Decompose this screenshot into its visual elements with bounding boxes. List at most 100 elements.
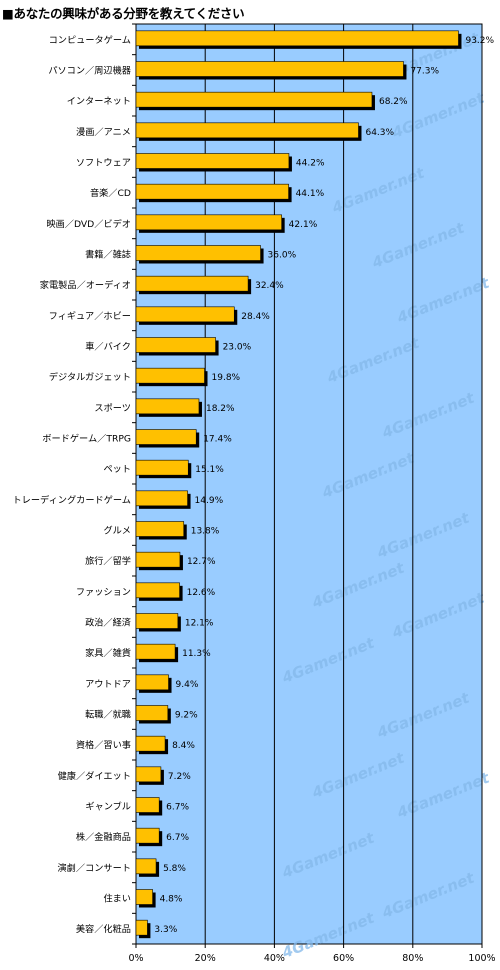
bar [135,705,169,721]
value-label: 19.8% [212,373,241,383]
value-label: 6.7% [166,833,189,843]
bar [135,674,169,691]
category-label: アウトドア [85,679,131,690]
category-label: ギャンブル [85,801,131,813]
value-label: 93.2% [465,36,494,46]
bar [135,337,216,353]
x-tick-label: 100% [468,953,495,964]
category-label: 美容／化粧品 [76,923,131,935]
bar [135,153,290,169]
bar [135,582,180,599]
category-label: 映画／DVD／ビデオ [46,218,131,230]
value-label: 6.7% [166,803,189,813]
bar [135,613,179,629]
value-label: 12.1% [185,619,214,629]
value-label: 44.2% [296,159,325,169]
value-label: 12.6% [187,588,216,598]
bar [135,122,359,139]
value-label: 5.8% [163,864,186,874]
bar-series [135,30,462,939]
bar [135,275,249,292]
value-labels: 93.2% 77.3% 68.2% 64.3% 44.2% 44.1% 42.1% 36.0%… [154,36,494,935]
category-label: インターネット [67,96,131,107]
value-label: 15.1% [195,465,224,475]
bar [135,521,185,537]
category-label: トレーディングカードゲーム [12,494,131,506]
value-label: 11.3% [182,649,211,659]
value-label: 13.8% [191,527,220,537]
value-label: 14.9% [195,496,224,506]
bar [135,214,282,231]
bar [135,61,404,77]
category-labels: コンピュータゲームパソコン／周辺機器インターネット漫画／アニメソフトウェア音楽／… [12,34,131,935]
value-label: 4.8% [160,895,183,905]
category-label: 車／バイク [85,341,131,353]
value-label: 28.4% [241,312,270,322]
bar [135,367,205,384]
bar [135,91,373,108]
category-label: 音楽／CD [90,187,131,199]
category-label: 家電製品／オーディオ [40,279,131,291]
bar [135,735,166,752]
category-label: 演劇／コンサート [58,862,132,874]
value-label: 17.4% [203,435,232,445]
value-label: 9.4% [176,680,199,690]
value-label: 36.0% [268,251,297,261]
category-label: 漫画／アニメ [76,126,131,138]
category-label: 転職／就職 [85,709,131,721]
value-label: 9.2% [175,711,198,721]
bar [135,30,459,47]
value-label: 64.3% [365,128,394,138]
category-label: 資格／習い事 [76,739,131,751]
value-label: 77.3% [410,67,439,77]
value-label: 23.0% [223,343,252,353]
x-tick-label: 20% [195,953,216,964]
bar [135,643,176,660]
category-label: スポーツ [94,403,131,414]
category-label: パソコン／周辺機器 [48,65,131,77]
bar [135,183,289,200]
value-label: 12.7% [187,557,216,567]
bar [135,766,162,783]
value-label: 68.2% [379,97,408,107]
x-axis-ticks: 0% 20% 40% 60% 80% 100% [128,23,496,964]
category-label: ボードゲーム／TRPG [42,433,131,445]
bar [135,398,200,415]
bar [135,797,160,813]
category-label: 書籍／雑誌 [85,249,131,261]
category-label: グルメ [103,525,131,537]
category-label: 政治／経済 [85,617,131,629]
bar [135,827,160,844]
value-label: 32.4% [255,281,284,291]
chart-title: ■あなたの興味がある分野を教えてください [2,6,245,21]
bar [135,551,181,568]
x-tick-label: 40% [264,953,285,964]
x-tick-label: 60% [333,953,354,964]
category-label: ソフトウェア [76,158,131,169]
bar [135,306,235,323]
bar [135,919,148,936]
bar [135,459,189,476]
category-label: 家具／雑貨 [85,647,131,659]
category-label: フィギュア／ホビー [49,311,131,322]
category-label: デジタルガジェット [49,371,131,383]
value-label: 18.2% [206,404,235,414]
value-label: 42.1% [289,220,318,230]
category-label: コンピュータゲーム [49,34,131,46]
category-label: ファッション [76,587,131,598]
category-label: 住まい [103,893,131,905]
x-tick-label: 0% [128,953,143,964]
category-label: 株／金融商品 [76,831,131,843]
value-label: 3.3% [154,925,177,935]
bar [135,889,153,905]
value-label: 7.2% [168,772,191,782]
bar [135,858,157,875]
bar [135,490,188,507]
category-label: 健康／ダイエット [58,770,131,782]
value-label: 44.1% [296,189,325,199]
bar [135,245,261,261]
bar [135,429,197,445]
value-label: 8.4% [172,741,195,751]
x-tick-label: 80% [402,953,423,964]
